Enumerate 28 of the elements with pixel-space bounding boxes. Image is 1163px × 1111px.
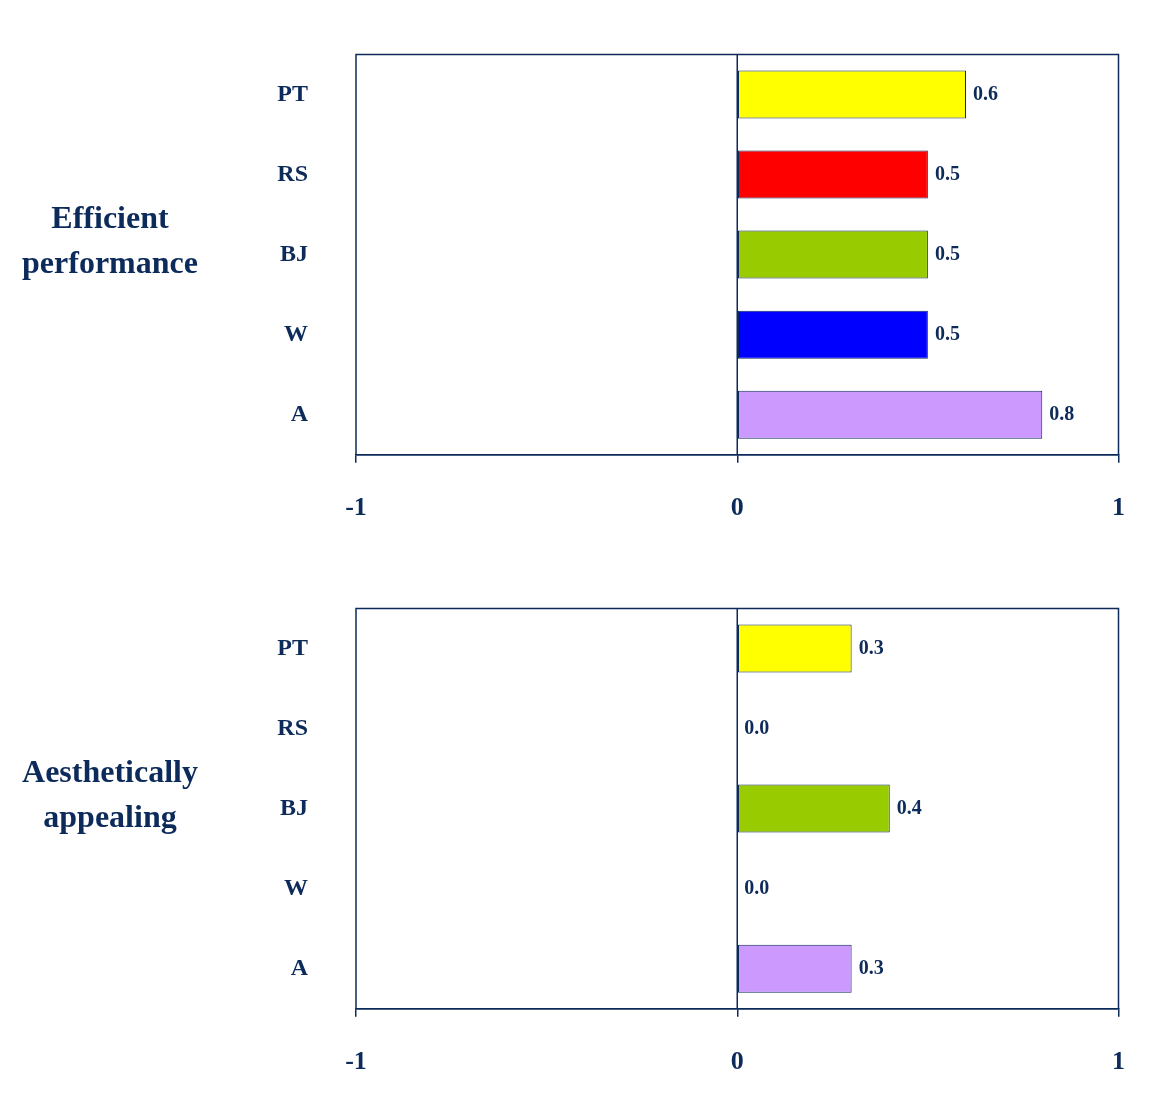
data-label: 0.4 — [896, 795, 922, 818]
y-tick-label: PT — [277, 79, 308, 106]
data-label: 0.3 — [858, 635, 884, 658]
y-tick-label: PT — [277, 633, 308, 660]
y-tick-label: A — [290, 399, 309, 426]
x-tick-label: 0 — [730, 1046, 744, 1076]
data-label: 0.0 — [744, 875, 770, 898]
x-tick-label: 1 — [1112, 492, 1125, 522]
data-label: 0.3 — [858, 955, 884, 978]
data-label: 0.8 — [1049, 401, 1075, 424]
data-label: 0.5 — [934, 241, 960, 264]
y-tick-label: W — [284, 873, 308, 900]
y-tick-label: A — [290, 953, 309, 980]
x-tick-label: -1 — [345, 492, 367, 522]
y-tick-label: W — [284, 319, 308, 346]
y-tick-label: RS — [277, 713, 308, 740]
x-tick-label: 1 — [1112, 1046, 1125, 1076]
data-label: 0.6 — [973, 81, 998, 104]
y-tick-label: RS — [277, 159, 308, 186]
x-tick-label: 0 — [730, 492, 744, 522]
data-label: 0.5 — [934, 161, 960, 184]
y-axis-title: Efficient performance — [21, 198, 199, 282]
x-tick-label: -1 — [345, 1046, 367, 1076]
data-label: 0.5 — [934, 321, 960, 344]
y-axis-title: Aesthetically appealing — [21, 752, 199, 836]
y-tick-label: BJ — [279, 793, 308, 820]
data-label: 0.0 — [744, 715, 770, 738]
y-tick-label: BJ — [279, 239, 308, 266]
